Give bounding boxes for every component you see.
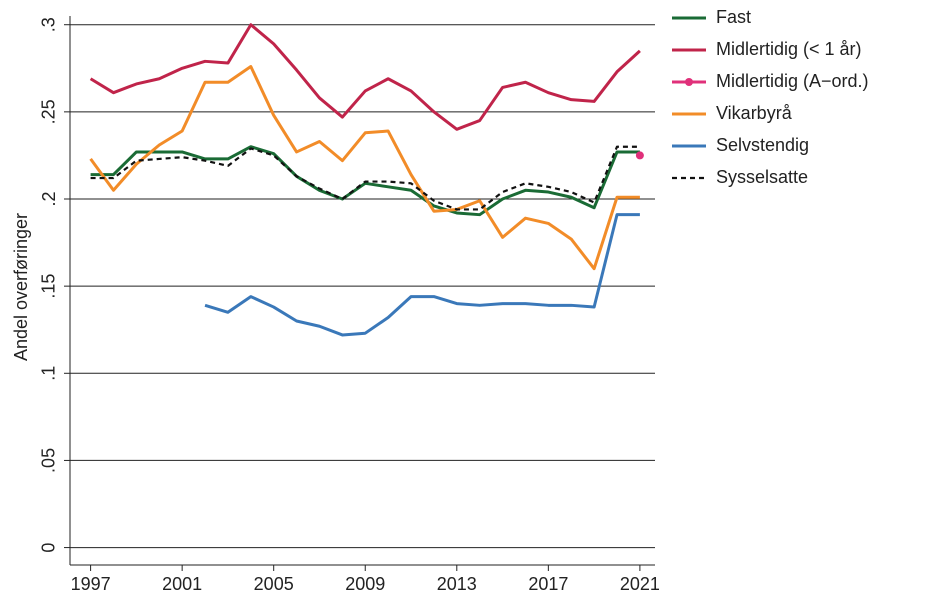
y-tick-label: .3 (39, 17, 59, 32)
y-tick-label: .15 (39, 274, 59, 299)
legend-label: Midlertidig (< 1 år) (716, 39, 862, 59)
x-tick-label: 2001 (162, 574, 202, 594)
y-tick-label: .25 (39, 99, 59, 124)
legend-label: Selvstendig (716, 135, 809, 155)
series-line (89, 23, 641, 131)
legend-label: Midlertidig (A−ord.) (716, 71, 869, 91)
x-tick-label: 2017 (528, 574, 568, 594)
x-tick-label: 2005 (254, 574, 294, 594)
series-line (204, 213, 640, 337)
y-tick-label: 0 (39, 543, 59, 553)
series-line (89, 65, 640, 271)
x-tick-label: 2009 (345, 574, 385, 594)
series-line (90, 145, 640, 211)
x-tick-label: 1997 (71, 574, 111, 594)
x-tick-label: 2013 (437, 574, 477, 594)
series-line (90, 145, 640, 217)
legend-label: Fast (716, 7, 751, 27)
legend-label: Vikarbyrå (716, 103, 793, 123)
y-axis-label: Andel overføringer (11, 213, 31, 361)
y-tick-label: .1 (39, 366, 59, 381)
point (635, 151, 644, 160)
legend-marker (685, 78, 693, 86)
y-tick-label: .05 (39, 448, 59, 473)
y-tick-label: .2 (39, 191, 59, 206)
x-tick-label: 2021 (620, 574, 660, 594)
legend-label: Sysselsatte (716, 167, 808, 187)
